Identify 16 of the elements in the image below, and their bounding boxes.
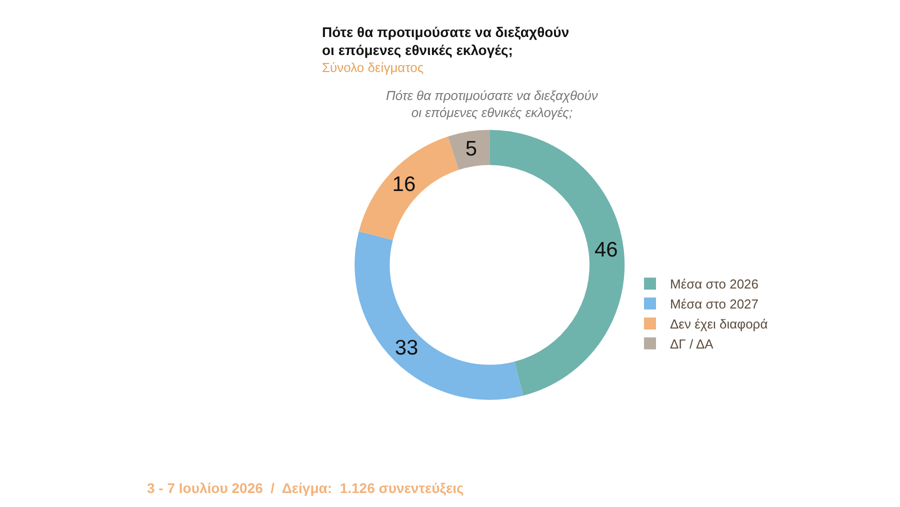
chart-subtitle: Σύνολο δείγματος	[322, 60, 424, 75]
donut-slice	[358, 136, 459, 240]
legend-label: Δεν έχει διαφορά	[670, 316, 768, 332]
text: 3 - 7 Ιουλίου 2026 / Δείγμα: 1.126 συνεντεύξεις	[147, 480, 464, 496]
data-label: 46	[594, 238, 618, 262]
legend-label: Μέσα στο 2026	[670, 276, 759, 292]
donut-slice	[490, 130, 624, 396]
text: Πότε θα προτιμούσατε να διεξαχθούν οι επόμενες εθνικές εκλογές;	[386, 88, 598, 120]
chart-title: Πότε θα προτιμούσατε να διεξαχθούν οι επόμενες εθνικές εκλογές;	[322, 24, 570, 58]
legend-label: ΔΓ / ΔΑ	[670, 336, 714, 352]
donut-slice	[448, 130, 490, 170]
data-label: 33	[394, 336, 418, 360]
donut-slice	[354, 231, 524, 400]
data-label: 5	[465, 137, 478, 160]
data-label: 16	[392, 173, 416, 196]
legend-label: Μέσα στο 2027	[670, 296, 759, 312]
